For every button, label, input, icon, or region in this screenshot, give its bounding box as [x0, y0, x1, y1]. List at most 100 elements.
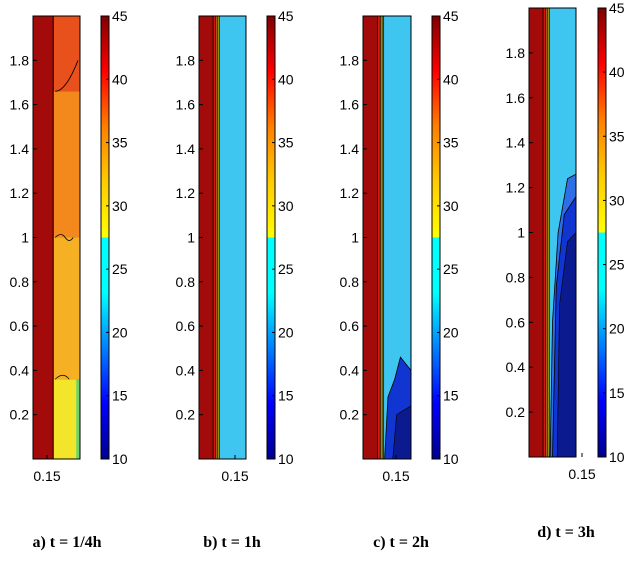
band-orange	[215, 16, 218, 459]
y-tick-label: 0.4	[176, 362, 196, 378]
colorbar-tick-label: 25	[443, 261, 459, 277]
colorbar-tick-label: 30	[443, 198, 459, 214]
band-yellow	[547, 8, 550, 457]
contour-line	[55, 60, 79, 92]
y-tick-label: 1	[187, 230, 195, 246]
y-tick-label: 1	[517, 225, 525, 241]
band-cyan	[219, 16, 246, 459]
y-tick-label: 0.4	[506, 359, 526, 375]
chart-panel: 0.2 0.4 0.6 0.8 1 1.2 1.4 1.6 1.8 0.15 10 15 20 25 30 3…	[340, 8, 459, 551]
y-tick-label: 1.8	[10, 52, 30, 68]
y-tick-label: 0.2	[176, 407, 196, 423]
colorbar-tick-label: 30	[112, 198, 128, 214]
colorbar-tick-label: 10	[278, 451, 294, 467]
y-tick-label: 0.8	[10, 274, 30, 290]
y-tick-label: 1.2	[176, 185, 196, 201]
band-yellow	[382, 16, 384, 459]
y-tick-label: 0.8	[340, 274, 360, 290]
y-tick-label: 0.2	[10, 407, 30, 423]
y-tick-label: 1.2	[506, 180, 526, 196]
x-tick-label: 0.15	[568, 466, 595, 482]
contour-line	[54, 234, 74, 241]
band-amber	[53, 237, 80, 380]
y-tick-label: 0.6	[340, 318, 360, 334]
y-tick-label: 1.2	[10, 185, 30, 201]
colorbar-tick-label: 15	[278, 388, 294, 404]
y-tick-label: 1.4	[340, 141, 360, 157]
band-warm-upper	[53, 16, 80, 92]
colorbar-tick-label: 35	[609, 128, 625, 144]
colorbar-tick-label: 35	[443, 135, 459, 151]
y-tick-label: 0.8	[506, 269, 526, 285]
band-orange	[53, 91, 80, 238]
colorbar-tick-label: 15	[609, 385, 625, 401]
x-tick-label: 0.15	[221, 468, 248, 484]
colorbar-tick-label: 35	[278, 135, 294, 151]
colorbar-tick-label: 25	[112, 261, 128, 277]
y-tick-label: 0.2	[506, 404, 526, 420]
x-tick-label: 0.15	[33, 468, 60, 484]
colorbar-tick-label: 20	[609, 321, 625, 337]
colorbar-tick-label: 20	[112, 324, 128, 340]
y-tick-label: 0.2	[340, 407, 360, 423]
band-red	[377, 16, 381, 459]
y-tick-label: 0.4	[10, 362, 30, 378]
colorbar	[266, 15, 276, 460]
colorbar-tick-label: 10	[443, 451, 459, 467]
colorbar-tick-label: 10	[112, 451, 128, 467]
y-tick-label: 1.4	[10, 141, 30, 157]
colorbar-tick-label: 30	[609, 192, 625, 208]
colorbar-tick-label: 45	[609, 0, 625, 16]
y-tick-label: 0.6	[506, 314, 526, 330]
y-tick-label: 0.6	[10, 318, 30, 334]
chart-panel: 0.2 0.4 0.6 0.8 1 1.2 1.4 1.6 1.8 0.15 10 15 20 25 30 3…	[506, 0, 625, 541]
chart-panel: 0.2 0.4 0.6 0.8 1 1.2 1.4 1.6 1.8 0.15 10 15 20 25 30 3…	[10, 8, 128, 551]
y-tick-label: 1.6	[176, 97, 196, 113]
y-tick-label: 1	[351, 230, 359, 246]
band-yellow	[217, 16, 220, 459]
contour-line	[54, 374, 70, 380]
band-orange	[545, 8, 548, 457]
colorbar-tick-label: 10	[609, 449, 625, 465]
panel-caption: d) t = 3h	[537, 524, 595, 541]
y-tick-label: 0.8	[176, 274, 196, 290]
panel-caption: b) t = 1h	[203, 534, 261, 551]
band-yellow	[53, 379, 80, 459]
chart-panel: 0.2 0.4 0.6 0.8 1 1.2 1.4 1.6 1.8 0.15 10 15 20 25 30 3…	[176, 8, 294, 551]
y-tick-label: 0.4	[340, 362, 360, 378]
y-tick-label: 1.8	[176, 52, 196, 68]
band-red	[543, 8, 546, 457]
y-tick-label: 1.4	[176, 141, 196, 157]
y-tick-label: 1	[21, 230, 29, 246]
y-tick-label: 1.6	[340, 97, 360, 113]
band-green-edge	[76, 379, 80, 459]
colorbar-tick-label: 20	[443, 324, 459, 340]
colorbar-tick-label: 25	[609, 257, 625, 273]
colorbar-tick-label: 15	[112, 388, 128, 404]
y-tick-label: 1.8	[340, 52, 360, 68]
y-tick-label: 1.8	[506, 45, 526, 61]
x-tick-label: 0.15	[382, 468, 409, 484]
colorbar-tick-label: 40	[443, 71, 459, 87]
colorbar	[100, 15, 110, 460]
y-tick-label: 1.2	[340, 185, 360, 201]
colorbar-tick-label: 45	[278, 8, 294, 24]
band-orange	[380, 16, 383, 459]
colorbar-tick-label: 40	[278, 71, 294, 87]
colorbar	[431, 15, 441, 460]
colorbar-tick-label: 15	[443, 388, 459, 404]
colorbar-tick-label: 35	[112, 135, 128, 151]
colorbar-tick-label: 30	[278, 198, 294, 214]
y-tick-label: 1.6	[10, 97, 30, 113]
panel-caption: a) t = 1/4h	[32, 534, 101, 551]
colorbar-tick-label: 25	[278, 261, 294, 277]
colorbar-tick-label: 45	[443, 8, 459, 24]
colorbar-tick-label: 20	[278, 324, 294, 340]
colorbar	[597, 7, 607, 458]
colorbar-tick-label: 40	[112, 71, 128, 87]
y-tick-label: 0.6	[176, 318, 196, 334]
y-tick-label: 1.4	[506, 135, 526, 151]
band-red	[213, 16, 216, 459]
colorbar-tick-label: 40	[609, 64, 625, 80]
